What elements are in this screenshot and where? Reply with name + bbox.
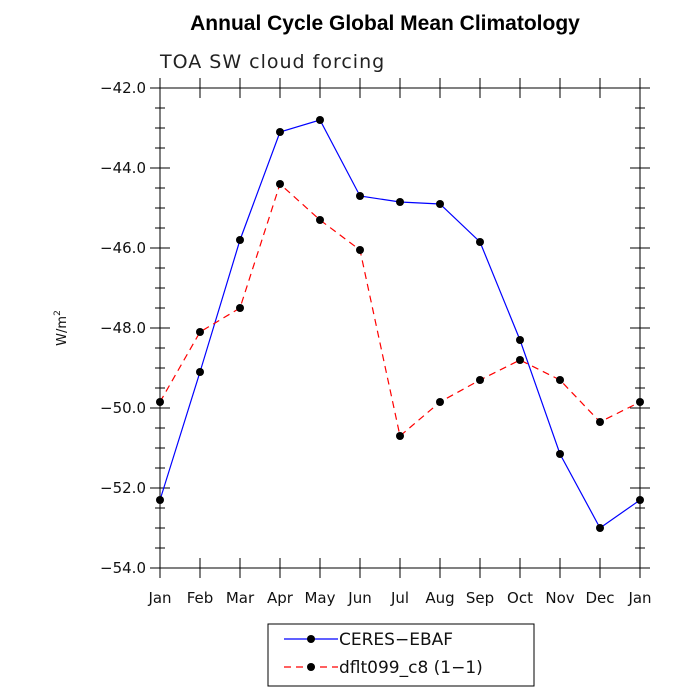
x-tick-label: Nov <box>545 589 574 607</box>
data-point <box>516 336 524 344</box>
legend-label-dflt: dflt099_c8 (1−1) <box>339 658 483 678</box>
y-tick-label: −46.0 <box>100 239 146 257</box>
data-point <box>316 216 324 224</box>
data-point <box>476 376 484 384</box>
legend-marker-ceres <box>307 635 315 643</box>
y-tick-label: −44.0 <box>100 159 146 177</box>
data-point <box>276 180 284 188</box>
x-tick-label: Jul <box>390 589 409 607</box>
series-markers <box>156 116 644 532</box>
data-point <box>636 398 644 406</box>
legend-label-ceres: CERES−EBAF <box>339 630 453 650</box>
data-point <box>236 304 244 312</box>
legend: CERES−EBAF dflt099_c8 (1−1) <box>267 623 535 687</box>
y-tick-label: −50.0 <box>100 399 146 417</box>
legend-box <box>267 623 535 687</box>
y-tick-label: −48.0 <box>100 319 146 337</box>
data-point <box>396 198 404 206</box>
x-tick-label: Jan <box>147 589 171 607</box>
data-point <box>276 128 284 136</box>
data-point <box>356 246 364 254</box>
chart-subtitle: TOA SW cloud forcing <box>159 51 385 73</box>
series-line <box>159 119 641 529</box>
series-lines <box>159 119 641 529</box>
data-point <box>236 236 244 244</box>
legend-marker-dflt <box>307 663 315 671</box>
series-line <box>159 182 641 438</box>
x-tick-label: Aug <box>425 589 454 607</box>
y-tick-label: −52.0 <box>100 479 146 497</box>
y-tick-label: −54.0 <box>100 559 146 577</box>
plot-frame <box>159 87 641 569</box>
x-tick-label: Mar <box>226 589 255 607</box>
x-tick-label: Apr <box>267 589 294 607</box>
data-point <box>156 398 164 406</box>
data-point <box>436 200 444 208</box>
x-tick-label: Jan <box>627 589 651 607</box>
x-tick-label: Oct <box>507 589 533 607</box>
y-axis-label-exponent: 2 <box>53 310 63 316</box>
x-tick-labels: Jan Feb Mar Apr May Jun Jul Aug Sep Oct Nov Dec Jan <box>147 589 651 607</box>
data-point <box>356 192 364 200</box>
x-tick-label: May <box>304 589 335 607</box>
x-tick-label: Jun <box>347 589 371 607</box>
x-tick-label: Sep <box>466 589 494 607</box>
y-axis-label: W/m2 <box>53 310 70 346</box>
y-tick-label: −42.0 <box>100 79 146 97</box>
data-point <box>596 524 604 532</box>
x-tick-label: Feb <box>187 589 214 607</box>
data-point <box>196 368 204 376</box>
y-tick-labels: −42.0 −44.0 −46.0 −48.0 −50.0 −52.0 −54.0 <box>100 79 146 577</box>
x-tick-label: Dec <box>585 589 614 607</box>
data-point <box>396 432 404 440</box>
data-point <box>196 328 204 336</box>
data-point <box>476 238 484 246</box>
data-point <box>316 116 324 124</box>
data-point <box>156 496 164 504</box>
data-point <box>556 376 564 384</box>
tick-marks <box>150 78 650 578</box>
data-point <box>436 398 444 406</box>
data-point <box>636 496 644 504</box>
chart-title: Annual Cycle Global Mean Climatology <box>190 12 580 35</box>
data-point <box>556 450 564 458</box>
svg-text:W/m2: W/m2 <box>53 310 70 346</box>
data-point <box>596 418 604 426</box>
data-point <box>516 356 524 364</box>
